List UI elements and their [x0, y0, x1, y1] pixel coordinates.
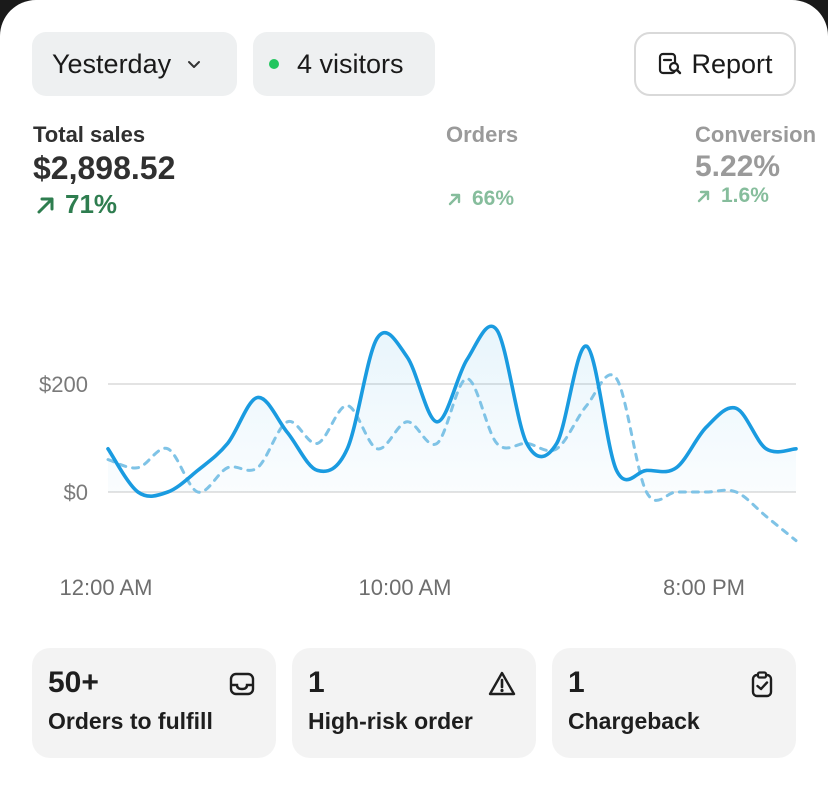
conversion-value: 5.22% — [695, 150, 781, 183]
total-sales-metric[interactable]: Total sales $2,898.52 71% — [33, 122, 175, 220]
conversion-change-value: 1.6% — [721, 184, 769, 207]
y-tick-label: $200 — [39, 372, 88, 397]
conversion-change: 1.6% — [695, 184, 816, 208]
arrow-up-right-icon — [448, 193, 461, 206]
orders-to-fulfill-tile[interactable]: 50+ Orders to fulfill — [32, 648, 276, 758]
total-sales-change: 71% — [33, 189, 175, 220]
chargeback-count: 1 — [568, 666, 585, 699]
orders-to-fulfill-label: Orders to fulfill — [48, 708, 213, 734]
live-dot-icon — [269, 59, 279, 69]
arrow-up-right-icon — [37, 197, 54, 213]
orders-value — [446, 150, 518, 187]
x-tick-label: 10:00 AM — [359, 575, 452, 600]
high-risk-order-label: High-risk order — [308, 708, 473, 734]
conversion-label: Conversion — [695, 122, 817, 147]
chevron-down-icon — [185, 55, 203, 73]
inbox-icon — [229, 672, 255, 696]
orders-change-value: 66% — [472, 187, 515, 210]
total-sales-change-value: 71% — [65, 189, 118, 219]
orders-to-fulfill-count: 50+ — [48, 666, 99, 699]
chargeback-tile[interactable]: 1 Chargeback — [552, 648, 796, 758]
chargeback-label: Chargeback — [568, 708, 700, 734]
high-risk-order-tile[interactable]: 1 High-risk order — [292, 648, 536, 758]
arrow-up-right-icon — [697, 190, 710, 203]
report-button[interactable]: Report — [634, 32, 796, 96]
sales-series-line — [106, 324, 798, 498]
orders-change: 66% — [446, 187, 518, 211]
comparison-series-line — [106, 373, 798, 543]
live-visitors-badge[interactable]: 4 visitors — [253, 32, 435, 96]
high-risk-order-count: 1 — [308, 666, 325, 699]
orders-metric[interactable]: Orders 66% — [446, 122, 518, 211]
date-range-selector[interactable]: Yesterday — [32, 32, 237, 96]
conversion-metric[interactable]: Conversion 5.22% 1.6% — [695, 122, 816, 208]
x-tick-label: 12:00 AM — [60, 575, 153, 600]
orders-label: Orders — [446, 122, 519, 147]
y-tick-label: $0 — [64, 480, 88, 505]
x-tick-label: 8:00 PM — [663, 575, 745, 600]
clipboard-check-icon — [751, 671, 773, 698]
sales-line-chart[interactable]: $0 $200 12:00 AM 10:00 AM 8:00 PM — [0, 240, 828, 620]
report-label: Report — [691, 48, 773, 79]
alert-triangle-icon — [488, 671, 516, 696]
total-sales-label: Total sales — [33, 122, 146, 147]
date-range-label: Yesterday — [52, 48, 172, 79]
total-sales-value: $2,898.52 — [33, 150, 176, 186]
visitors-count: 4 visitors — [297, 48, 404, 79]
report-search-icon — [659, 52, 682, 75]
